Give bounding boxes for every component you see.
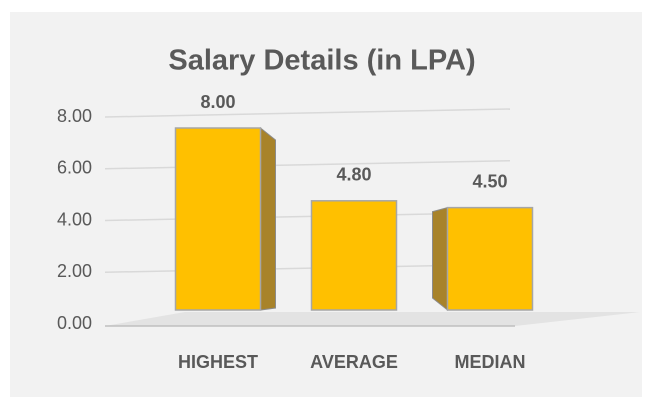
grid-line (104, 108, 511, 118)
data-label: 4.80 (336, 165, 371, 185)
x-tick-label: HIGHEST (178, 352, 258, 372)
chart-title: Salary Details (in LPA) (168, 45, 475, 77)
y-tick-label: 6.00 (57, 158, 92, 178)
data-label: 8.00 (200, 92, 235, 112)
x-tick-label: MEDIAN (455, 352, 526, 372)
bar (310, 200, 398, 311)
y-tick-label: 2.00 (57, 261, 92, 281)
bar-side (260, 126, 276, 311)
data-label: 4.50 (472, 171, 507, 191)
bar (174, 127, 262, 311)
grid-line (104, 160, 511, 170)
y-tick-label: 0.00 (57, 313, 92, 333)
floor (105, 312, 640, 326)
bar-side (432, 206, 448, 312)
y-tick-label: 4.00 (57, 209, 92, 229)
bar (446, 206, 534, 311)
y-tick-label: 8.00 (57, 106, 92, 126)
x-tick-label: AVERAGE (310, 352, 398, 372)
